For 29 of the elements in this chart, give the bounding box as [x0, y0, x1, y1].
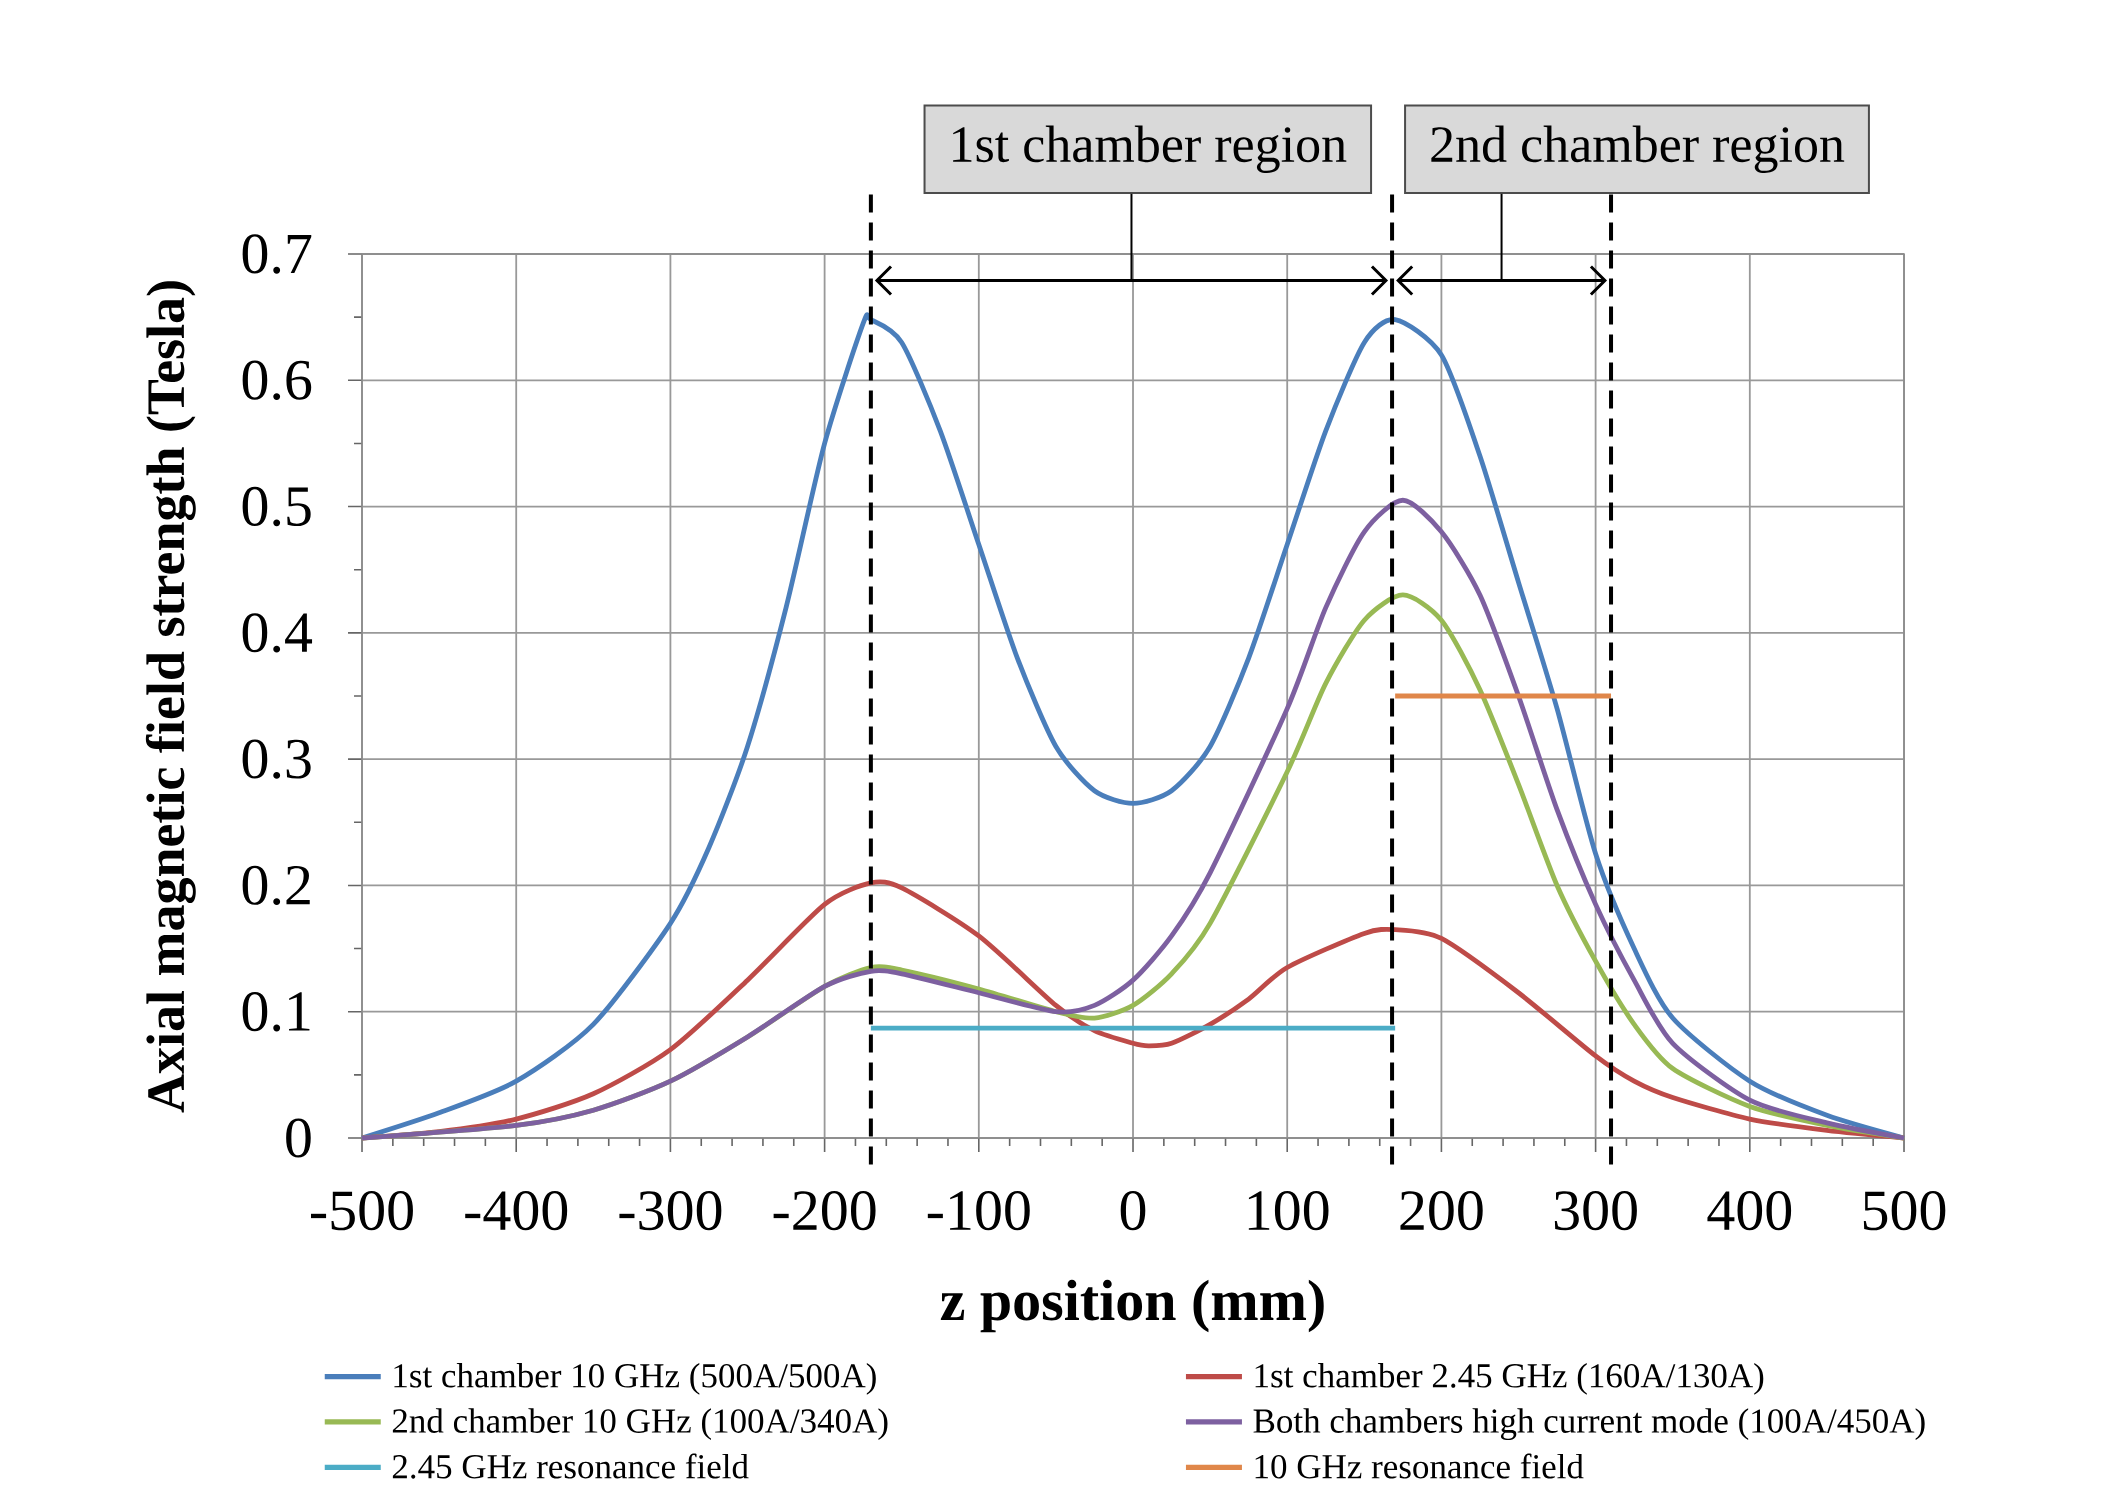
- legend-label: 2nd chamber 10 GHz (100A/340A): [392, 1408, 888, 1441]
- x-tick-label: -200: [773, 1191, 876, 1231]
- x-tick-label: 400: [1707, 1191, 1792, 1231]
- x-tick-label: 300: [1554, 1191, 1637, 1231]
- x-tick-label: 200: [1400, 1191, 1483, 1231]
- y-tick-label: 0.6: [242, 360, 312, 400]
- y-tick-label: 0.7: [242, 234, 312, 274]
- text: 2nd chamber region: [1431, 125, 1845, 173]
- x-tick-label: -300: [619, 1191, 722, 1231]
- x-tick-label: -100: [927, 1191, 1030, 1231]
- x-axis-title: z position (mm): [940, 1279, 1324, 1333]
- legend-label: 2.45 GHz resonance field: [392, 1453, 749, 1479]
- legend-label: Both chambers high current mode (100A/450A): [1253, 1408, 1925, 1441]
- x-tick-label: 100: [1248, 1191, 1329, 1231]
- y-tick-label: 0.5: [242, 486, 311, 527]
- text: 1st chamber region: [953, 125, 1347, 173]
- y-axis-title: Axial magnetic field strength (Tesla): [145, 281, 196, 1113]
- x-tick-label: 500: [1863, 1191, 1946, 1231]
- y-tick-label: 0: [286, 1118, 311, 1158]
- y-tick-label: 0.2: [242, 865, 310, 906]
- legend-label: 1st chamber 2.45 GHz (160A/130A): [1255, 1362, 1764, 1395]
- legend-label: 1st chamber 10 GHz (500A/500A): [394, 1362, 876, 1395]
- legend-label: 10 GHz resonance field: [1255, 1453, 1584, 1479]
- y-tick-label: 0.4: [242, 613, 313, 653]
- x-tick-label: -400: [465, 1191, 568, 1231]
- y-tick-label: 0.1: [242, 992, 310, 1032]
- x-tick-label: -500: [311, 1191, 413, 1231]
- y-tick-label: 0.3: [242, 739, 311, 779]
- x-tick-label: 0: [1120, 1191, 1146, 1231]
